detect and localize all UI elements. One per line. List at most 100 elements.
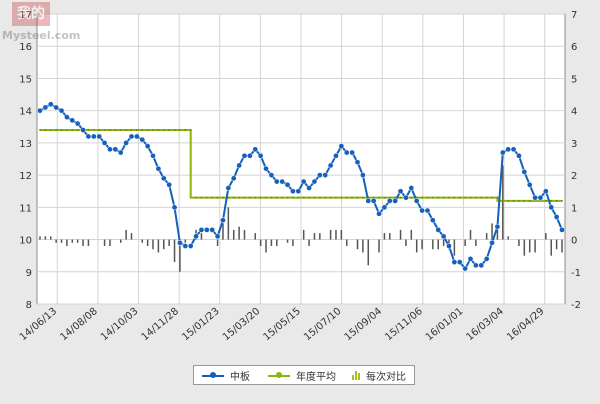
- price-point[interactable]: [225, 185, 232, 191]
- price-point[interactable]: [193, 233, 199, 240]
- price-point[interactable]: [516, 152, 522, 159]
- price-point[interactable]: [392, 198, 399, 204]
- price-point[interactable]: [419, 207, 425, 214]
- price-point[interactable]: [74, 120, 81, 127]
- price-point[interactable]: [241, 152, 248, 159]
- price-point[interactable]: [543, 188, 549, 195]
- price-point[interactable]: [343, 149, 350, 156]
- price-point[interactable]: [263, 165, 269, 172]
- price-point[interactable]: [478, 262, 485, 269]
- price-point[interactable]: [311, 178, 318, 185]
- price-point[interactable]: [370, 198, 377, 204]
- price-point[interactable]: [306, 185, 312, 191]
- price-point[interactable]: [198, 227, 205, 233]
- legend-item-average[interactable]: 年度平均: [268, 368, 336, 383]
- price-point[interactable]: [268, 172, 275, 178]
- legend-item-compare[interactable]: 每次对比: [352, 368, 406, 383]
- price-point[interactable]: [42, 104, 49, 111]
- price-point[interactable]: [96, 133, 103, 140]
- price-point[interactable]: [413, 198, 420, 204]
- price-point[interactable]: [182, 243, 189, 249]
- price-point[interactable]: [220, 217, 226, 224]
- price-point[interactable]: [187, 243, 194, 249]
- price-point[interactable]: [365, 198, 372, 204]
- price-point[interactable]: [424, 207, 431, 214]
- price-point[interactable]: [360, 172, 366, 178]
- price-point[interactable]: [456, 259, 463, 265]
- price-point[interactable]: [214, 233, 221, 240]
- price-point[interactable]: [177, 239, 183, 246]
- price-point[interactable]: [257, 152, 264, 159]
- price-point[interactable]: [386, 198, 393, 204]
- price-point[interactable]: [376, 210, 382, 217]
- price-point[interactable]: [440, 233, 447, 240]
- price-point[interactable]: [435, 227, 442, 233]
- price-point[interactable]: [247, 152, 253, 159]
- legend-item-price[interactable]: 中板: [202, 368, 250, 383]
- price-point[interactable]: [139, 136, 146, 143]
- price-point[interactable]: [112, 146, 119, 153]
- price-point[interactable]: [155, 165, 162, 172]
- price-point[interactable]: [85, 133, 92, 140]
- price-point[interactable]: [107, 146, 113, 153]
- price-point[interactable]: [273, 178, 280, 185]
- price-point[interactable]: [80, 127, 86, 133]
- price-point[interactable]: [338, 143, 345, 149]
- price-point[interactable]: [252, 146, 259, 153]
- price-point[interactable]: [403, 194, 409, 201]
- price-point[interactable]: [230, 175, 237, 182]
- price-point[interactable]: [144, 143, 151, 149]
- price-point[interactable]: [295, 188, 302, 195]
- price-point[interactable]: [290, 188, 296, 195]
- price-point[interactable]: [467, 256, 474, 262]
- price-point[interactable]: [58, 107, 65, 114]
- price-point[interactable]: [397, 188, 404, 195]
- price-point[interactable]: [429, 217, 436, 224]
- price-point[interactable]: [462, 265, 468, 272]
- price-point[interactable]: [160, 175, 167, 182]
- price-point[interactable]: [209, 227, 216, 233]
- price-point[interactable]: [69, 117, 76, 124]
- price-point[interactable]: [150, 152, 156, 159]
- price-point[interactable]: [117, 149, 124, 156]
- price-point[interactable]: [327, 162, 334, 169]
- price-point[interactable]: [300, 178, 307, 185]
- price-point[interactable]: [553, 214, 560, 220]
- price-point[interactable]: [47, 101, 54, 108]
- price-point[interactable]: [128, 133, 135, 140]
- price-point[interactable]: [532, 194, 538, 201]
- price-point[interactable]: [505, 146, 512, 153]
- price-point[interactable]: [134, 133, 140, 140]
- price-point[interactable]: [279, 178, 286, 185]
- price-point[interactable]: [203, 227, 210, 233]
- price-point[interactable]: [483, 256, 490, 262]
- price-point[interactable]: [408, 185, 415, 191]
- price-point[interactable]: [489, 239, 495, 246]
- price-point[interactable]: [510, 146, 517, 153]
- price-point[interactable]: [236, 162, 242, 169]
- price-point[interactable]: [333, 152, 339, 159]
- price-point[interactable]: [446, 243, 452, 249]
- price-point[interactable]: [90, 133, 97, 140]
- price-point[interactable]: [349, 149, 355, 156]
- price-point[interactable]: [381, 204, 388, 211]
- price-point[interactable]: [526, 181, 533, 188]
- price-point[interactable]: [64, 114, 70, 120]
- price-point[interactable]: [101, 140, 108, 146]
- price-point[interactable]: [123, 140, 129, 146]
- price-point[interactable]: [171, 204, 178, 211]
- price-point[interactable]: [316, 172, 323, 178]
- price-point[interactable]: [548, 204, 555, 211]
- price-point[interactable]: [494, 223, 501, 230]
- price-point[interactable]: [451, 259, 458, 265]
- price-point[interactable]: [473, 262, 479, 269]
- price-point[interactable]: [37, 107, 43, 114]
- price-point[interactable]: [354, 159, 361, 166]
- price-point[interactable]: [499, 149, 506, 156]
- price-point[interactable]: [559, 227, 565, 233]
- price-point[interactable]: [284, 181, 291, 188]
- price-point[interactable]: [521, 169, 528, 175]
- price-point[interactable]: [322, 172, 329, 178]
- price-point[interactable]: [53, 104, 59, 111]
- price-point[interactable]: [537, 194, 544, 201]
